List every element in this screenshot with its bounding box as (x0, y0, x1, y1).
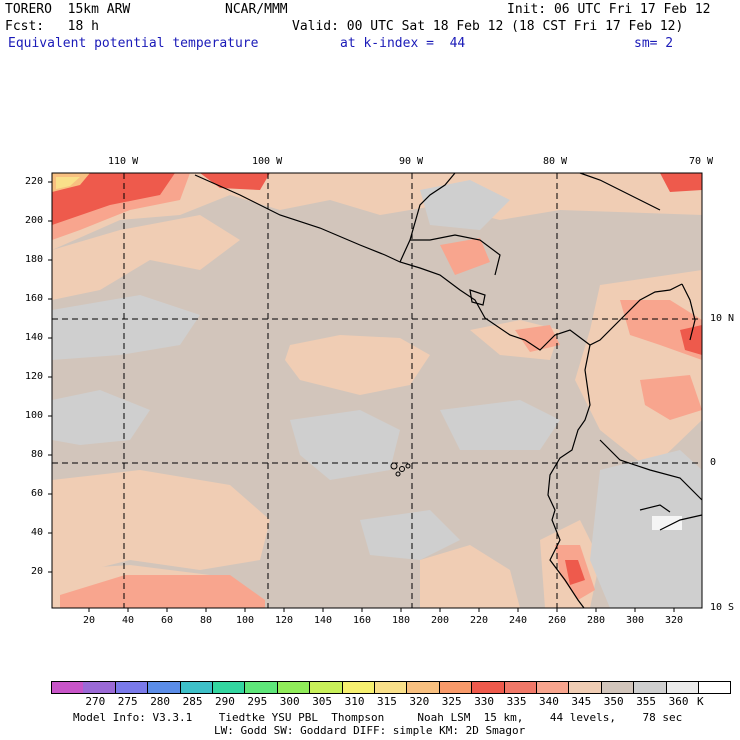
x-tick-label: 120 (275, 615, 294, 626)
x-tick-label: 280 (587, 615, 606, 626)
colorbar-swatch (83, 681, 116, 694)
lon-label-90w: 90 W (399, 156, 424, 167)
level-label: at k-index = 44 (340, 36, 466, 51)
lat-label-10n: 10 N (710, 313, 735, 324)
x-tick-label: 300 (626, 615, 645, 626)
colorbar-swatch (699, 681, 732, 694)
x-tick-label: 20 (83, 615, 96, 626)
x-tick-label: 160 (353, 615, 372, 626)
x-tick-label: 240 (509, 615, 528, 626)
x-tick-label: 200 (431, 615, 450, 626)
x-tick-label: 140 (314, 615, 333, 626)
x-tick-label: 320 (665, 615, 684, 626)
y-tick-label: 100 (25, 410, 44, 421)
lon-label-110w: 110 W (108, 156, 139, 167)
colorbar-label: 340 (539, 695, 559, 708)
colorbar-label: 355 (636, 695, 657, 708)
y-tick-label: 140 (25, 332, 44, 343)
x-tick-label: 180 (392, 615, 411, 626)
colorbar-swatch (115, 681, 149, 694)
y-tick-label: 80 (31, 449, 44, 460)
graticule (52, 173, 702, 608)
colorbar-label: 330 (474, 695, 495, 708)
colorbar-swatch (180, 681, 213, 694)
colorbar-label: 275 (117, 695, 138, 708)
colorbar-label: 290 (215, 695, 235, 708)
colorbar-swatch (569, 681, 602, 694)
lon-label-100w: 100 W (252, 156, 283, 167)
colorbar-label: 300 (279, 695, 300, 708)
x-tick-label: 100 (236, 615, 255, 626)
x-tick-label: 80 (200, 615, 213, 626)
model-info: Model Info: V3.3.1 Tiedtke YSU PBL Thomp… (73, 711, 683, 724)
colorbar-label: 360 (668, 695, 689, 708)
colorbar-swatch (601, 681, 635, 694)
y-tick-label: 220 (25, 176, 44, 187)
forecast-hour: Fcst: 18 h (5, 19, 99, 34)
colorbar-label: 350 (603, 695, 624, 708)
light-tan-regions (52, 173, 702, 608)
colorbar-label: 320 (409, 695, 430, 708)
colorbar-swatch (504, 681, 537, 694)
colorbar-unit: K (697, 695, 704, 708)
colorbar-swatch (407, 681, 440, 694)
colorbar-label: 270 (85, 695, 106, 708)
colorbar-label: 345 (571, 695, 592, 708)
y-tick-label: 20 (31, 566, 44, 577)
colorbar-label: 315 (377, 695, 397, 708)
colorbar-label: 280 (150, 695, 171, 708)
lat-label-0: 0 (710, 457, 717, 468)
lon-label-70w: 70 W (689, 156, 714, 167)
x-tick-label: 220 (470, 615, 489, 626)
x-tick-label: 260 (548, 615, 567, 626)
colorbar-swatch (148, 681, 181, 694)
colorbar-swatch (213, 681, 246, 694)
x-tick-label: 60 (161, 615, 174, 626)
white-patch (652, 516, 682, 530)
colorbar-label: 295 (247, 695, 268, 708)
coastlines (194, 172, 703, 609)
model-title: TORERO 15km ARW (5, 2, 131, 17)
lat-label-10s: 10 S (710, 602, 735, 613)
y-tick-label: 180 (25, 254, 44, 265)
y-tick-label: 120 (25, 371, 44, 382)
y-tick-label: 200 (25, 215, 44, 226)
colorbar-swatch (310, 681, 343, 694)
colorbar-label: 310 (344, 695, 365, 708)
physics-info: LW: Godd SW: Goddard DIFF: simple KM: 2D… (214, 724, 526, 737)
lon-label-80w: 80 W (543, 156, 568, 167)
init-time: Init: 06 UTC Fri 17 Feb 12 (507, 2, 711, 17)
smoothing-label: sm= 2 (634, 36, 674, 51)
colorbar-swatch (439, 681, 473, 694)
colorbar-swatch (537, 681, 570, 694)
colorbar-swatch (634, 681, 667, 694)
gray-regions (52, 180, 702, 608)
y-tick-label: 160 (25, 293, 44, 304)
warm-regions (52, 173, 702, 608)
colorbar-swatch (277, 681, 311, 694)
y-tick-label: 60 (31, 488, 44, 499)
x-tick-label: 40 (122, 615, 135, 626)
center-name: NCAR/MMM (225, 2, 288, 17)
colorbar-label: 335 (506, 695, 527, 708)
colorbar-swatch (666, 681, 699, 694)
axis-ticks (48, 181, 675, 612)
y-tick-label: 40 (31, 527, 44, 538)
map-frame (51, 172, 703, 609)
colorbar-swatch (472, 681, 505, 694)
colorbar-swatch (51, 681, 85, 694)
colorbar-label: 325 (441, 695, 462, 708)
colorbar-label: 305 (312, 695, 333, 708)
colorbar-swatch (375, 681, 408, 694)
valid-time: Valid: 00 UTC Sat 18 Feb 12 (18 CST Fri … (292, 19, 684, 34)
field-name: Equivalent potential temperature (8, 36, 259, 51)
colorbar-swatch (245, 681, 278, 694)
colorbar-label: 285 (182, 695, 203, 708)
colorbar-swatch (342, 681, 375, 694)
